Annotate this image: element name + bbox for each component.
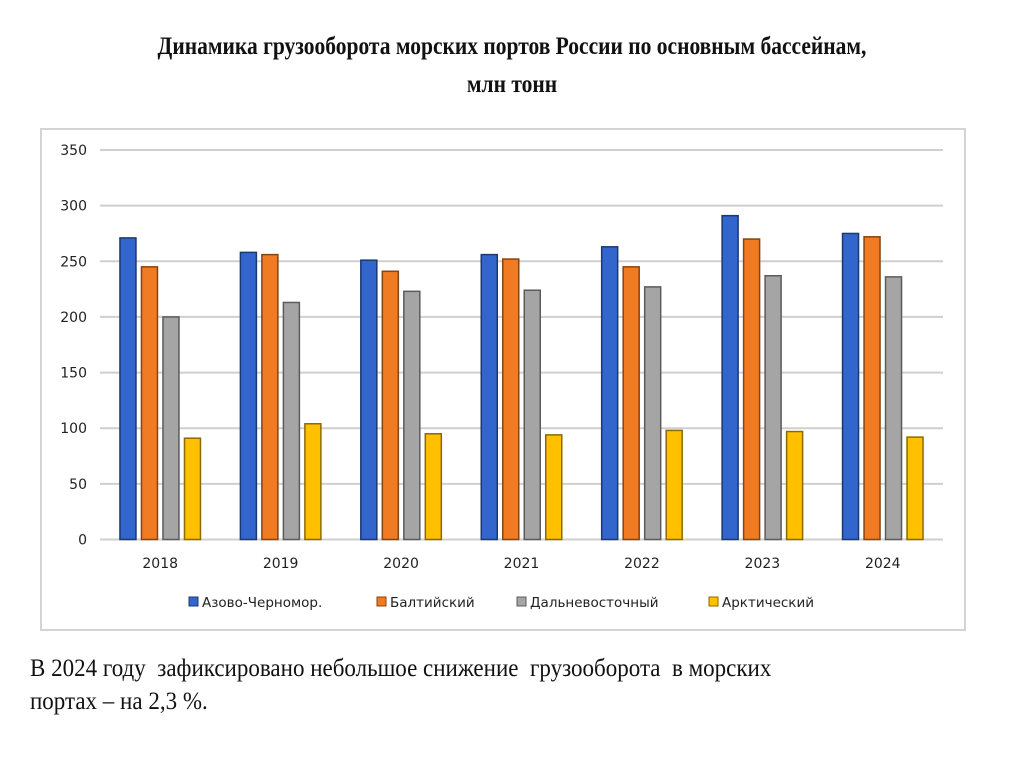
bar-2022-0 — [600, 246, 619, 541]
legend-label: Азово-Черномор. — [202, 595, 322, 611]
y-tick-label: 200 — [60, 310, 87, 326]
x-tick-label: 2022 — [624, 556, 660, 572]
y-tick-label: 350 — [60, 143, 87, 159]
bar-2024-1 — [863, 236, 881, 541]
slide-title: Динамика грузооборота морских портов Рос… — [72, 28, 953, 104]
legend-label: Дальневосточный — [530, 595, 659, 611]
bar-2024-0 — [841, 232, 860, 541]
legend-label: Балтийский — [390, 595, 475, 611]
y-axis-ticks: 0 50 100 150 200 250 300 350 — [60, 143, 87, 549]
legend-swatch — [516, 596, 527, 607]
bar-2023-0 — [721, 214, 739, 541]
bar-2018-1 — [140, 266, 159, 541]
bars — [119, 214, 924, 541]
y-tick-label: 0 — [78, 533, 87, 549]
bar-2018-3 — [183, 437, 202, 541]
legend: Азово-Черномор. Балтийский Дальневосточный… — [188, 595, 814, 611]
x-tick-label: 2018 — [142, 556, 178, 572]
bar-2022-3 — [665, 429, 683, 541]
bar-2019-2 — [282, 301, 301, 541]
y-tick-label: 50 — [69, 477, 87, 493]
bar-2020-1 — [381, 270, 400, 541]
legend-swatch — [376, 596, 387, 607]
gridlines — [100, 149, 943, 541]
bar-2019-1 — [261, 253, 279, 541]
y-tick-label: 100 — [60, 421, 87, 437]
x-tick-label: 2023 — [745, 556, 781, 572]
bar-2019-0 — [239, 251, 258, 541]
bar-2019-3 — [304, 423, 322, 541]
bar-2018-0 — [119, 237, 137, 541]
bar-2020-0 — [360, 259, 378, 541]
legend-swatch — [188, 596, 199, 607]
y-tick-label: 250 — [60, 254, 87, 270]
bar-2020-3 — [424, 433, 443, 541]
bar-2022-1 — [622, 266, 640, 541]
x-tick-label: 2020 — [383, 556, 419, 572]
caption-line-2: портах – на 2,3 %. — [30, 688, 208, 715]
bar-2021-3 — [545, 434, 563, 541]
x-axis-ticks: 2018 2019 2020 2021 2022 2023 2024 — [142, 556, 900, 572]
bar-2022-2 — [643, 286, 662, 541]
bar-2021-1 — [502, 258, 520, 541]
bar-2018-2 — [162, 316, 180, 541]
y-tick-label: 300 — [60, 199, 87, 215]
slide-caption: В 2024 году зафиксировано небольшое сниж… — [30, 652, 895, 718]
title-line-2: млн тонн — [466, 71, 558, 98]
bar-2020-2 — [403, 290, 421, 541]
bar-2021-0 — [480, 253, 498, 541]
legend-swatch — [708, 596, 719, 607]
x-tick-label: 2021 — [504, 556, 540, 572]
caption-line-1: В 2024 году зафиксировано небольшое сниж… — [30, 655, 772, 682]
bar-2023-2 — [764, 275, 782, 541]
bar-2023-1 — [742, 238, 761, 541]
title-line-1: Динамика грузооборота морских портов Рос… — [157, 33, 867, 60]
x-tick-label: 2019 — [263, 556, 299, 572]
bar-2021-2 — [523, 289, 541, 541]
bar-2024-2 — [884, 276, 903, 541]
y-tick-label: 150 — [60, 366, 87, 382]
bar-2024-3 — [906, 436, 924, 541]
legend-label: Арктический — [722, 595, 814, 611]
bar-2023-3 — [785, 430, 804, 541]
x-tick-label: 2024 — [865, 556, 901, 572]
